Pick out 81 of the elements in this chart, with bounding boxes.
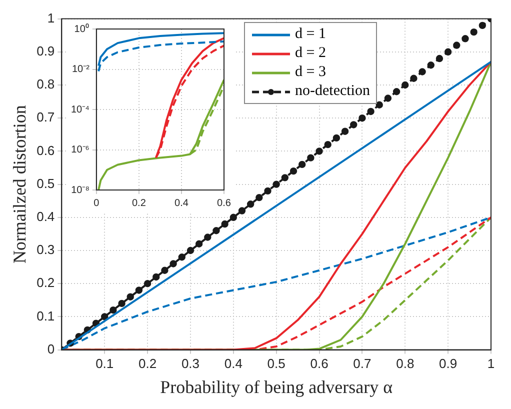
point: [281, 174, 289, 182]
point: [307, 154, 314, 162]
point: [350, 121, 358, 128]
point: [470, 28, 478, 36]
x-tick-label: 0.6: [217, 198, 232, 209]
y-tick-label: 0.7: [36, 110, 55, 125]
legend-label: d = 1: [295, 25, 326, 44]
y-tick-label: 0.8: [36, 76, 55, 92]
point: [444, 48, 452, 56]
point: [324, 140, 332, 148]
y-tick-label: 1: [47, 10, 55, 26]
x-tick-label: 0.4: [174, 198, 189, 209]
point: [341, 128, 349, 135]
point: [478, 22, 486, 30]
x-tick-label: 0.4: [224, 356, 242, 372]
y-tick-label: 0.2: [36, 275, 55, 290]
point: [367, 108, 374, 116]
x-tick-label: 0.5: [267, 356, 286, 372]
point: [290, 167, 298, 175]
point: [264, 187, 272, 195]
x-tick-label: 1: [487, 356, 495, 372]
y-tick-label: 0: [47, 341, 55, 356]
point: [427, 62, 434, 69]
point: [186, 246, 194, 254]
point: [392, 88, 400, 96]
point: [204, 234, 212, 241]
point: [178, 254, 186, 261]
point: [246, 200, 254, 208]
point: [152, 273, 160, 281]
point: [453, 42, 460, 49]
legend-label: d = 2: [295, 44, 326, 63]
y-tick-label: 0.4: [36, 208, 55, 224]
y-tick-label: 0.5: [36, 176, 55, 191]
x-tick-label: 0.3: [181, 356, 200, 372]
point: [118, 300, 126, 308]
x-tick-label: 0.7: [353, 356, 372, 372]
point: [161, 266, 168, 274]
point: [462, 35, 469, 42]
point: [418, 68, 426, 76]
x-tick-label: 0.2: [132, 198, 146, 209]
y-tick-label: 10⁻⁴: [71, 104, 90, 116]
point: [332, 134, 340, 142]
point: [170, 260, 177, 268]
point: [144, 280, 152, 288]
point: [376, 101, 383, 108]
point: [221, 220, 228, 228]
point: [358, 114, 366, 122]
x-tick-label: 0.1: [96, 356, 114, 372]
point: [410, 74, 418, 82]
point: [402, 81, 409, 89]
point: [230, 214, 238, 221]
y-tick-label: 10⁻²: [72, 64, 90, 75]
y-tick-label: 0.1: [36, 308, 55, 324]
y-tick-label: 0.6: [36, 142, 55, 158]
x-tick-label: 0: [94, 198, 100, 209]
y-tick-label: 0.3: [36, 242, 55, 258]
x-tick-label: 0.2: [138, 356, 157, 372]
x-axis-title: Probability of being adversary α: [160, 376, 394, 397]
y-tick-label: 10⁻⁸: [71, 184, 90, 196]
y-tick-label: 0.9: [36, 43, 55, 58]
point: [436, 54, 444, 62]
y-axis-title: Normailzed distortion: [10, 105, 30, 264]
point: [238, 207, 246, 214]
y-tick-label: 10⁰: [74, 22, 90, 35]
legend-label: d = 3: [295, 63, 326, 82]
point: [212, 227, 220, 234]
point: [298, 160, 306, 168]
point: [272, 180, 280, 188]
y-tick-label: 10⁻⁶: [71, 144, 90, 156]
x-tick-label: 0.6: [310, 356, 328, 372]
point: [256, 194, 263, 202]
point: [110, 306, 117, 314]
point: [135, 286, 143, 294]
point: [126, 293, 134, 300]
x-tick-label: 0.8: [396, 356, 414, 372]
point: [195, 240, 203, 248]
legend-label: no-detection: [295, 82, 370, 101]
point: [316, 148, 323, 155]
x-tick-label: 0.9: [439, 356, 458, 372]
point: [101, 313, 108, 320]
point: [384, 94, 392, 102]
